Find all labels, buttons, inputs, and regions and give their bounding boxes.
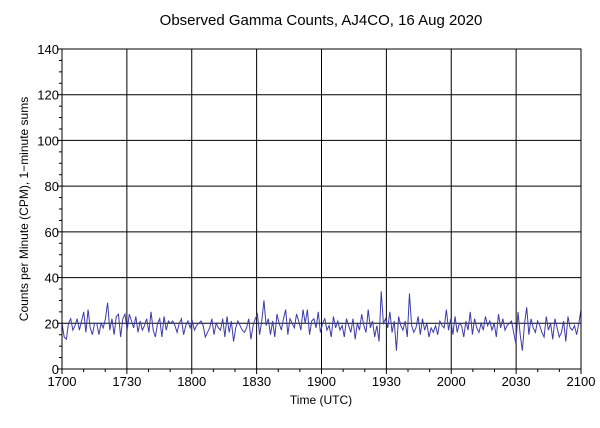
y-tick-label: 60 [45, 225, 59, 240]
x-tick-label: 2000 [437, 374, 466, 389]
x-tick-label: 1730 [112, 374, 141, 389]
y-tick-label: 100 [37, 133, 59, 148]
y-axis-label: Counts per Minute (CPM), 1−minute sums [17, 97, 31, 321]
chart-title: Observed Gamma Counts, AJ4CO, 16 Aug 202… [160, 12, 483, 29]
x-axis-label: Time (UTC) [290, 393, 352, 407]
y-tick-label: 40 [45, 271, 59, 286]
y-tick-label: 20 [45, 316, 59, 331]
x-tick-label: 1900 [307, 374, 336, 389]
x-tick-label: 1830 [242, 374, 271, 389]
gamma-counts-series-line [61, 291, 582, 351]
axis-ticks [57, 48, 582, 374]
x-axis-tick-labels: 1700 1730 1800 1830 1900 1930 2000 2030 2100 [48, 374, 596, 389]
y-axis-tick-labels: 0 20 40 60 80 100 120 140 [37, 42, 59, 377]
series-group [61, 291, 582, 351]
x-tick-label: 1700 [48, 374, 77, 389]
y-tick-label: 0 [52, 362, 59, 377]
x-tick-label: 1930 [372, 374, 401, 389]
y-tick-label: 120 [37, 88, 59, 103]
y-tick-label: 140 [37, 42, 59, 57]
x-tick-label: 1800 [177, 374, 206, 389]
y-tick-label: 80 [45, 179, 59, 194]
x-tick-label: 2030 [502, 374, 531, 389]
x-tick-label: 2100 [567, 374, 596, 389]
